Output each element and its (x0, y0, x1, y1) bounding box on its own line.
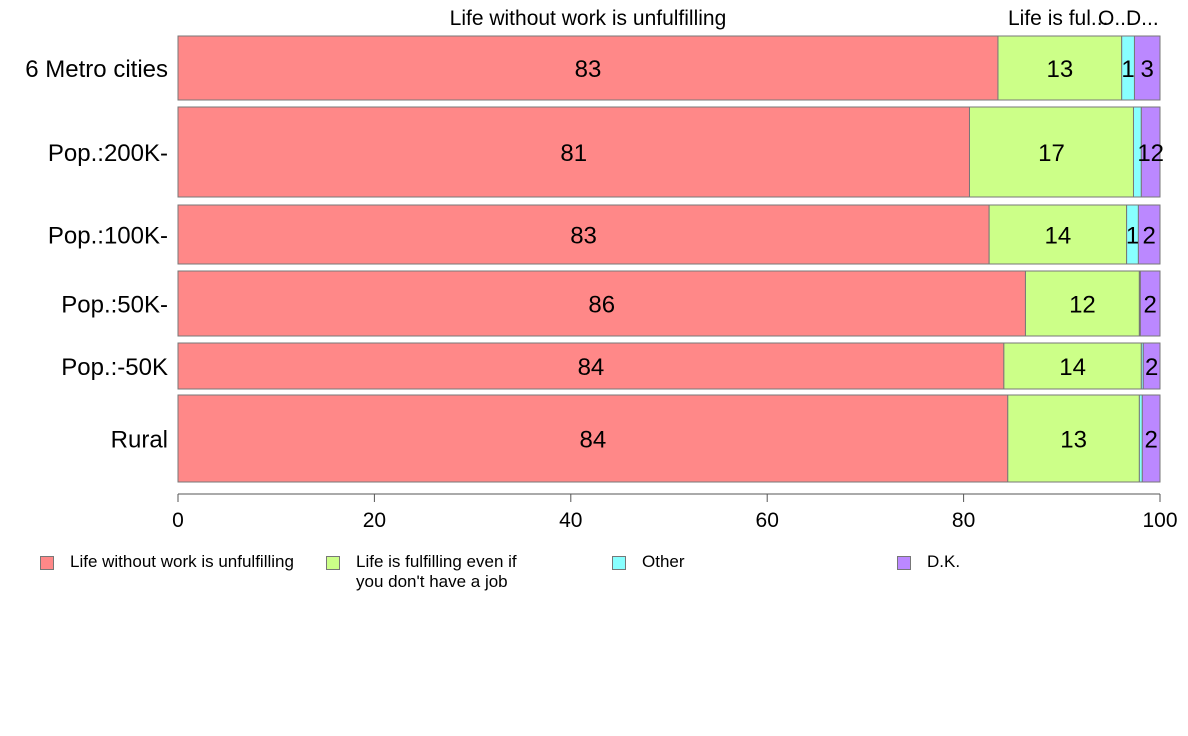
data-label: 86 (588, 292, 615, 319)
category-label: Pop.:100K- (48, 223, 168, 250)
legend-swatch-other (612, 556, 626, 570)
legend-item-unfulfilling: Life without work is unfulfilling (40, 552, 294, 572)
data-label: 3 (1141, 56, 1154, 83)
data-label: 1 (1126, 223, 1139, 250)
x-tick-label: 100 (1142, 509, 1177, 532)
legend-swatch-dk (897, 556, 911, 570)
category-label: Rural (111, 427, 168, 454)
bar-segment (997, 35, 1123, 101)
data-label: 1 (1121, 56, 1134, 83)
bar-segment (177, 270, 1026, 337)
x-tick-label: 40 (559, 509, 582, 532)
data-label: 81 (560, 140, 587, 167)
data-label: 17 (1038, 140, 1065, 167)
stacked-bar-chart: Life without work is unfulfilling Life is… (25, 7, 1177, 532)
legend-label-dk: D.K. (927, 552, 961, 571)
bar-segment (1139, 270, 1161, 337)
data-label: 12 (1137, 140, 1164, 167)
bar-segment (177, 204, 990, 265)
bar-segment (1141, 394, 1161, 483)
bar-segment (1007, 394, 1140, 483)
category-label: 6 Metro cities (25, 56, 168, 83)
x-tick-label: 60 (756, 509, 779, 532)
legend-item-dk: D.K. (897, 552, 960, 572)
data-label: 13 (1046, 56, 1073, 83)
series-header-3: D... (1126, 7, 1159, 30)
series-header-0: Life without work is unfulfilling (450, 7, 727, 30)
data-label: 2 (1143, 223, 1156, 250)
legend-label-other: Other (642, 552, 685, 571)
data-label: 83 (570, 223, 597, 250)
data-label: 12 (1069, 292, 1096, 319)
bar-segment (1140, 106, 1161, 198)
legend: Life without work is unfulfilling Life i… (0, 552, 1188, 592)
data-label: 83 (575, 56, 602, 83)
bar-segment (1142, 342, 1161, 390)
bar-segment (1133, 35, 1161, 101)
data-label: 84 (580, 427, 607, 454)
bar-segment (177, 342, 1005, 390)
legend-item-other: Other (612, 552, 685, 572)
legend-item-fulfilling: Life is fulfilling even if you don't hav… (326, 552, 517, 592)
category-label: Pop.:-50K (61, 354, 168, 381)
data-label: 2 (1144, 292, 1157, 319)
category-label: Pop.:50K- (61, 292, 168, 319)
bar-segment (177, 106, 970, 198)
legend-swatch-unfulfilling (40, 556, 54, 570)
bar-segment (1137, 204, 1161, 265)
legend-label-fulfilling: Life is fulfilling even if you don't hav… (356, 552, 517, 591)
x-tick-label: 80 (952, 509, 975, 532)
legend-swatch-fulfilling (326, 556, 340, 570)
data-label: 2 (1145, 354, 1158, 381)
bar-segment (1003, 342, 1142, 390)
category-label: Pop.:200K- (48, 140, 168, 167)
data-label: 84 (578, 354, 605, 381)
x-tick-label: 20 (363, 509, 386, 532)
series-header-1: Life is ful... (1008, 7, 1108, 30)
legend-label-unfulfilling: Life without work is unfulfilling (70, 552, 294, 571)
bar-segment (1024, 270, 1140, 337)
data-label: 14 (1045, 223, 1072, 250)
data-label: 14 (1059, 354, 1086, 381)
series-header-2: O... (1098, 7, 1132, 30)
bar-segment (968, 106, 1134, 198)
data-label: 13 (1060, 427, 1087, 454)
x-tick-label: 0 (172, 509, 184, 532)
data-label: 2 (1144, 427, 1157, 454)
